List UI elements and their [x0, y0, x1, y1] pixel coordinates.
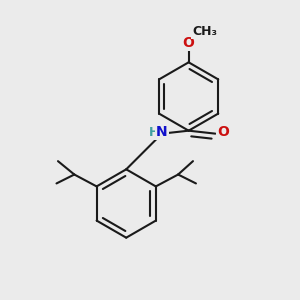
Text: N: N — [156, 125, 168, 139]
Text: O: O — [217, 125, 229, 139]
Text: O: O — [183, 36, 195, 50]
Text: CH₃: CH₃ — [193, 25, 217, 38]
Text: H: H — [148, 126, 159, 139]
